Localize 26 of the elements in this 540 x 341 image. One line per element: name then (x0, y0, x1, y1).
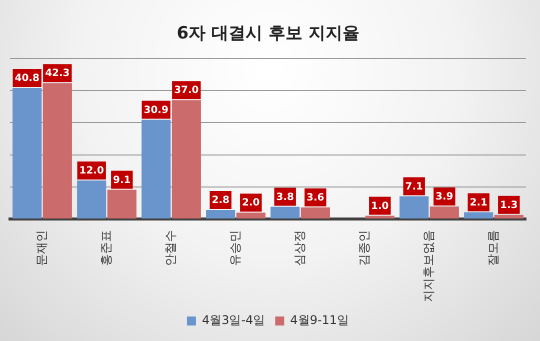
x-tick-label: 김종인 (356, 230, 371, 266)
data-label: 9.1 (113, 174, 131, 186)
data-label: 3.6 (306, 192, 324, 204)
data-label: 2.0 (242, 198, 260, 209)
data-label: 12.0 (79, 166, 104, 177)
data-label: 1.3 (500, 200, 518, 211)
data-label: 37.0 (174, 85, 199, 96)
x-tick-label: 지지후보없음 (421, 230, 436, 302)
data-label: 2.8 (212, 195, 230, 206)
data-label: 2.1 (470, 197, 488, 208)
x-tick-label: 유승민 (228, 230, 242, 266)
data-label: 42.3 (45, 68, 70, 80)
chart-title: 6자 대결시 후보 지지율 (176, 24, 360, 44)
x-tick-label: 잘모름 (486, 230, 500, 266)
x-tick-label: 문재인 (34, 230, 48, 266)
data-label: 7.1 (405, 181, 423, 192)
data-label: 30.9 (144, 104, 168, 116)
legend-label: 4월9-11일 (290, 313, 350, 328)
data-label: 1.0 (371, 200, 389, 212)
x-tick-label: 안철수 (163, 230, 178, 266)
x-tick-label: 홍준표 (98, 230, 113, 266)
data-label: 3.9 (436, 192, 454, 203)
data-label: 3.8 (276, 192, 294, 203)
data-label: 40.8 (14, 73, 40, 84)
legend-label: 4월3일-4일 (202, 313, 266, 328)
x-tick-label: 심상정 (292, 230, 306, 266)
